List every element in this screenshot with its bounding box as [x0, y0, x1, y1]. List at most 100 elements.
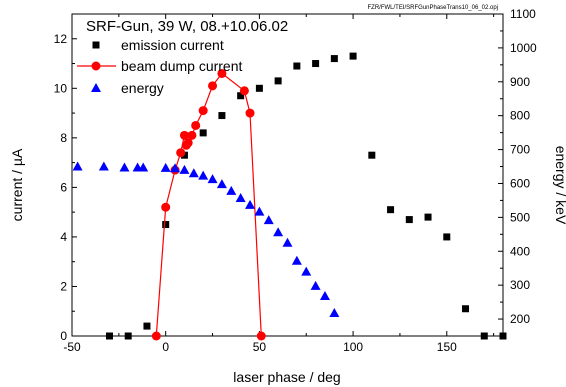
data-point-beam-dump-current: [161, 202, 171, 212]
y2-tick-label: 700: [510, 143, 530, 157]
x-axis-ticks: -50 0 50 100 150: [63, 14, 495, 354]
legend-label-emission-current: emission current: [121, 37, 224, 53]
y-tick-label: 8: [60, 131, 67, 145]
data-point-energy: [138, 162, 149, 172]
y-tick-label: 4: [60, 230, 67, 244]
series-emission-current: [105, 52, 507, 340]
x-tick-label: 100: [343, 340, 363, 354]
data-point-emission-current: [462, 305, 470, 313]
data-point-energy: [179, 164, 190, 174]
data-point-energy: [291, 255, 302, 265]
y-tick-label: 10: [54, 81, 68, 95]
data-point-energy: [170, 163, 181, 173]
data-point-energy: [310, 280, 321, 290]
data-point-energy: [207, 174, 218, 184]
x-tick-label: 0: [162, 340, 169, 354]
series-layer: [72, 52, 507, 341]
data-point-emission-current: [237, 92, 245, 100]
data-point-energy: [198, 170, 209, 180]
data-point-emission-current: [330, 55, 338, 63]
data-point-emission-current: [312, 60, 320, 68]
data-point-energy: [98, 161, 109, 171]
data-point-energy: [119, 162, 130, 172]
data-point-emission-current: [199, 129, 207, 137]
data-point-beam-dump-current: [151, 331, 161, 341]
data-point-beam-dump-current: [179, 130, 189, 140]
data-point-emission-current: [499, 332, 507, 340]
data-point-beam-dump-current: [183, 138, 193, 148]
data-point-emission-current: [293, 62, 301, 70]
y-tick-label: 2: [60, 279, 67, 293]
data-point-emission-current: [255, 84, 263, 92]
data-point-beam-dump-current: [198, 106, 208, 116]
data-point-beam-dump-current: [191, 120, 201, 130]
data-point-energy: [319, 291, 330, 301]
y2-tick-label: 400: [510, 244, 530, 258]
data-point-energy: [245, 199, 256, 209]
y-axis-label: current / µA: [9, 148, 25, 221]
data-point-energy: [235, 193, 246, 203]
y-tick-label: 12: [54, 32, 68, 46]
legend-label-beam-dump-current: beam dump current: [121, 58, 243, 74]
x-tick-label: 150: [437, 340, 457, 354]
legend-label-energy: energy: [121, 80, 164, 96]
data-point-emission-current: [368, 151, 376, 159]
y2-axis-ticks: 200 300 400 500 600 700 800 900 1000 1100: [498, 7, 537, 337]
data-point-energy: [72, 161, 83, 171]
y2-tick-label: 500: [510, 210, 530, 224]
legend-marker-beam-dump-current: [91, 61, 101, 71]
data-point-emission-current: [162, 221, 170, 229]
data-point-emission-current: [405, 216, 413, 224]
legend-marker-energy: [91, 83, 101, 92]
plot-area-border: [71, 13, 504, 337]
data-point-beam-dump-current: [208, 81, 218, 91]
data-point-beam-dump-current: [256, 331, 266, 341]
plot-frame: [71, 13, 504, 337]
data-point-emission-current: [480, 332, 488, 340]
data-point-emission-current: [443, 233, 451, 241]
data-point-beam-dump-current: [176, 148, 186, 158]
y-tick-label: 0: [60, 329, 67, 343]
data-point-energy: [273, 227, 284, 237]
y2-tick-label: 800: [510, 109, 530, 123]
data-point-energy: [301, 266, 312, 276]
data-point-energy: [282, 237, 293, 247]
chart-title: SRF-Gun, 39 W, 08.+10.06.02: [86, 18, 288, 35]
x-tick-label: 50: [253, 340, 267, 354]
y2-tick-label: 1000: [510, 41, 537, 55]
data-point-energy: [188, 168, 199, 178]
y2-tick-label: 900: [510, 75, 530, 89]
data-point-emission-current: [349, 52, 357, 60]
series-energy: [72, 161, 340, 317]
data-point-emission-current: [143, 322, 151, 330]
data-point-energy: [226, 185, 237, 195]
data-point-energy: [263, 215, 274, 225]
data-point-beam-dump-current: [239, 86, 249, 96]
legend: emission current beam dump current energy: [77, 37, 243, 96]
y2-tick-label: 600: [510, 176, 530, 190]
data-point-energy: [254, 206, 265, 216]
data-point-emission-current: [274, 77, 282, 85]
y2-tick-label: 1100: [510, 7, 536, 21]
data-point-emission-current: [424, 213, 432, 221]
data-point-energy: [160, 162, 171, 172]
data-point-emission-current: [387, 206, 395, 214]
x-axis-label: laser phase / deg: [233, 369, 340, 385]
legend-marker-emission-current: [92, 41, 100, 49]
y2-tick-label: 200: [510, 312, 530, 326]
data-point-energy: [329, 307, 340, 317]
data-point-energy: [216, 179, 227, 189]
data-point-beam-dump-current: [245, 108, 255, 118]
y-axis-ticks: 0 2 4 6 8 10 12: [54, 32, 77, 343]
data-point-emission-current: [105, 332, 113, 340]
y-tick-label: 6: [60, 180, 67, 194]
data-point-emission-current: [218, 112, 226, 120]
data-point-beam-dump-current: [217, 68, 227, 78]
data-point-beam-dump-current: [187, 130, 197, 140]
y2-tick-label: 300: [510, 278, 530, 292]
y2-axis-label: energy / keV: [553, 146, 566, 225]
data-point-emission-current: [124, 332, 132, 340]
file-name-label: FZR/FWL/TEI/SRFGunPhaseTrans10_06_02.opj: [368, 5, 499, 11]
